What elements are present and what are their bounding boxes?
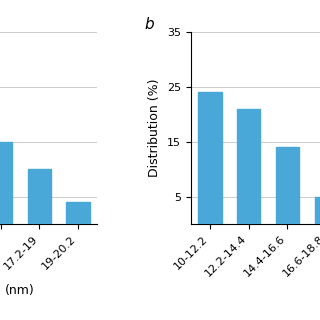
X-axis label: (nm): (nm) <box>5 284 35 297</box>
Bar <box>237 109 260 224</box>
Bar <box>315 196 320 224</box>
Bar <box>0 142 12 224</box>
Bar <box>67 202 90 224</box>
Y-axis label: Distribution (%): Distribution (%) <box>148 79 161 177</box>
Bar <box>28 169 51 224</box>
Bar <box>276 147 299 224</box>
Text: b: b <box>144 17 154 32</box>
Bar <box>198 92 221 224</box>
